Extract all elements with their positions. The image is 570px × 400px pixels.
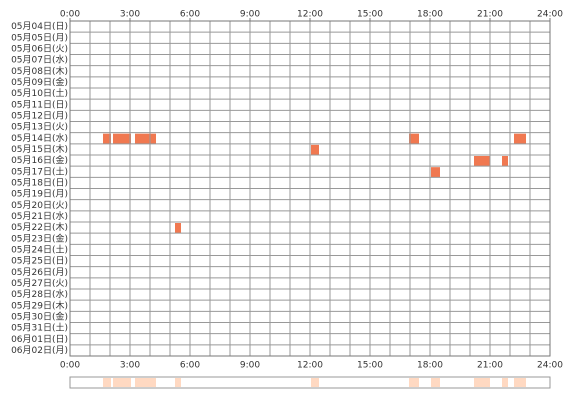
activity-bar: [431, 167, 440, 178]
row-label: 05月23日(金): [11, 232, 68, 244]
x-tick-label-top: 3:00: [120, 10, 140, 20]
row-label: 05月24日(土): [11, 243, 68, 255]
row-label: 05月05日(月): [11, 32, 68, 43]
row-label: 05月19日(月): [11, 189, 68, 200]
summary-bar: [409, 378, 419, 387]
summary-bar: [514, 378, 526, 387]
x-tick-label-bottom: 3:00: [120, 361, 140, 371]
x-tick-label-bottom: 15:00: [357, 361, 383, 371]
x-tick-label-bottom: 21:00: [477, 361, 503, 371]
row-label: 05月13日(火): [11, 122, 68, 133]
row-label: 06月01日(日): [11, 334, 68, 345]
row-label: 05月09日(金): [11, 76, 68, 88]
x-tick-label-bottom: 9:00: [240, 361, 260, 371]
row-label: 05月10日(土): [11, 87, 68, 99]
x-tick-label-top: 15:00: [357, 10, 383, 20]
activity-bar: [474, 156, 490, 167]
row-label: 05月29日(木): [11, 299, 68, 311]
x-tick-label-top: 12:00: [297, 10, 323, 20]
activity-bar: [409, 133, 419, 144]
x-tick-label-bottom: 24:00: [537, 361, 563, 371]
row-label: 05月26日(月): [11, 267, 68, 278]
summary-bar: [311, 378, 319, 387]
x-tick-label-top: 0:00: [60, 10, 80, 20]
activity-bar: [311, 144, 319, 155]
row-label: 05月27日(火): [11, 278, 68, 289]
activity-bar: [113, 133, 131, 144]
row-label: 05月28日(水): [11, 288, 68, 300]
row-label: 05月14日(水): [11, 132, 68, 144]
row-label: 05月06日(火): [11, 43, 68, 54]
row-label: 05月31日(土): [11, 322, 68, 334]
x-tick-label-top: 9:00: [240, 10, 260, 20]
summary-bar: [474, 378, 490, 387]
x-tick-label-top: 24:00: [537, 10, 563, 20]
row-label: 05月18日(日): [11, 177, 68, 188]
x-tick-label-top: 18:00: [417, 10, 443, 20]
row-label: 05月20日(火): [11, 200, 68, 211]
row-label: 05月12日(月): [11, 110, 68, 121]
x-tick-label-bottom: 0:00: [60, 361, 80, 371]
activity-bar: [175, 223, 181, 234]
row-label: 05月17日(土): [11, 165, 68, 177]
row-label: 05月16日(金): [11, 154, 68, 166]
summary-bar: [431, 378, 440, 387]
x-tick-label-bottom: 12:00: [297, 361, 323, 371]
row-label: 06月02日(月): [11, 345, 68, 356]
summary-strip: [69, 376, 551, 389]
row-label: 05月25日(日): [11, 256, 68, 267]
row-label: 05月15日(木): [11, 143, 68, 155]
row-label: 05月22日(木): [11, 221, 68, 233]
activity-bar: [502, 156, 508, 167]
x-tick-label-top: 21:00: [477, 10, 503, 20]
activity-bar: [514, 133, 526, 144]
x-tick-label-bottom: 18:00: [417, 361, 443, 371]
activity-bar: [135, 133, 156, 144]
summary-bar: [502, 378, 508, 387]
summary-bar: [113, 378, 131, 387]
summary-bar: [103, 378, 111, 387]
row-label: 05月07日(水): [11, 54, 68, 66]
row-label: 05月30日(金): [11, 310, 68, 322]
row-label: 05月08日(木): [11, 65, 68, 77]
x-tick-label-top: 6:00: [180, 10, 200, 20]
activity-bar: [103, 133, 111, 144]
summary-bar: [135, 378, 156, 387]
row-label: 05月21日(水): [11, 210, 68, 222]
summary-bar: [175, 378, 181, 387]
row-label: 05月11日(日): [11, 99, 68, 110]
x-tick-label-bottom: 6:00: [180, 361, 200, 371]
row-label: 05月04日(日): [11, 21, 68, 32]
